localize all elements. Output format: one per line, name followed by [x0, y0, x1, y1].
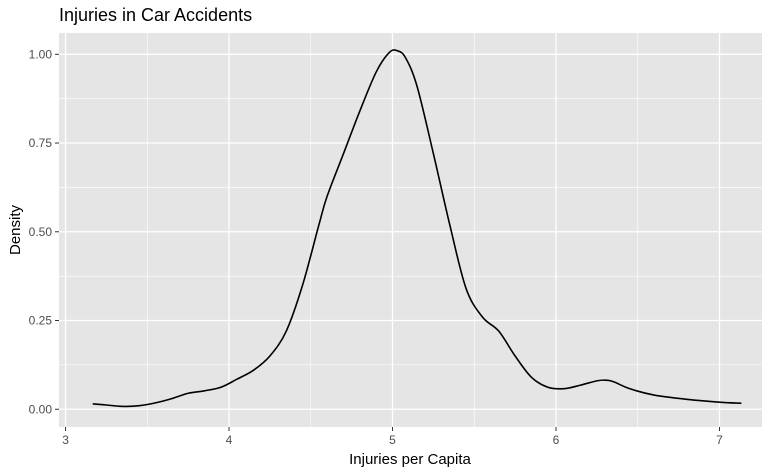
y-tick-label: 0.25 — [29, 314, 53, 328]
y-tick-label: 0.00 — [29, 402, 53, 416]
plot-panel — [59, 33, 762, 427]
grid-layer — [59, 33, 762, 427]
y-axis-title: Density — [7, 204, 24, 255]
y-tick-label: 1.00 — [29, 47, 53, 61]
y-tick-label: 0.75 — [29, 136, 53, 150]
x-tick-label: 4 — [226, 433, 233, 447]
x-tick-label: 5 — [389, 433, 396, 447]
density-curve — [92, 49, 742, 408]
x-tick-label: 7 — [716, 433, 723, 447]
y-tick-label: 0.50 — [29, 225, 53, 239]
chart-title: Injuries in Car Accidents — [59, 5, 252, 25]
x-tick-label: 6 — [553, 433, 560, 447]
axis-layer: 3 4 5 6 7 0.00 0.25 0.50 0.75 1.00 — [29, 47, 724, 447]
x-tick-label: 3 — [62, 433, 69, 447]
series-layer — [92, 49, 742, 408]
x-axis-title: Injuries per Capita — [349, 451, 471, 468]
